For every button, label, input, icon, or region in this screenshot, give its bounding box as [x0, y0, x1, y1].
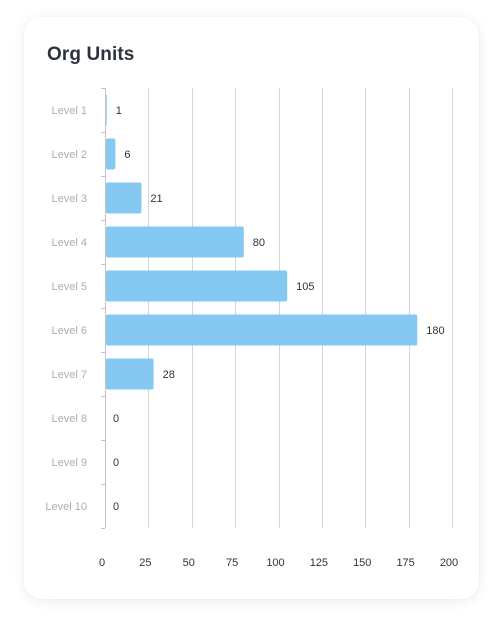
chart-title: Org Units	[47, 44, 135, 65]
bar[interactable]	[106, 358, 154, 390]
data-label: 1	[116, 105, 122, 117]
x-tick-label: 100	[266, 557, 284, 569]
data-label: 28	[163, 369, 175, 381]
data-label: 6	[124, 149, 130, 161]
bar[interactable]	[106, 138, 116, 170]
data-label: 105	[296, 281, 314, 293]
x-tick-label: 125	[310, 557, 328, 569]
x-tick-label: 150	[353, 557, 371, 569]
grid-lines	[148, 88, 453, 528]
x-tick-label: 25	[139, 557, 151, 569]
data-label: 21	[150, 193, 162, 205]
chart-card: Org Units	[24, 17, 479, 599]
bar[interactable]	[106, 94, 107, 126]
category-label: Level 6	[52, 325, 87, 337]
data-label: 0	[113, 457, 119, 469]
category-label: Level 9	[52, 457, 87, 469]
category-labels: Level 1 Level 2 Level 3 Level 4 Level 5 Level…	[45, 105, 87, 513]
bars	[106, 94, 418, 390]
category-label: Level 3	[52, 193, 87, 205]
data-label: 0	[113, 413, 119, 425]
data-label: 80	[253, 237, 265, 249]
data-label: 0	[113, 501, 119, 513]
x-tick-label: 50	[183, 557, 195, 569]
x-tick-label: 0	[99, 557, 105, 569]
category-label: Level 10	[45, 501, 87, 513]
category-label: Level 2	[52, 149, 87, 161]
value-labels: 1 6 21 80 105 180 28 0 0 0	[113, 105, 445, 513]
category-label: Level 7	[52, 369, 87, 381]
category-label: Level 1	[52, 105, 87, 117]
x-tick-labels: 0 25 50 75 100 125 150 175 200	[99, 557, 458, 569]
y-axis	[101, 88, 106, 529]
category-label: Level 8	[52, 413, 87, 425]
category-label: Level 5	[52, 281, 87, 293]
category-label: Level 4	[52, 237, 87, 249]
bar[interactable]	[106, 182, 142, 214]
x-tick-label: 200	[440, 557, 458, 569]
x-tick-label: 175	[396, 557, 414, 569]
bar[interactable]	[106, 226, 244, 258]
x-tick-label: 75	[226, 557, 238, 569]
bar[interactable]	[106, 270, 288, 302]
data-label: 180	[426, 325, 444, 337]
bar[interactable]	[106, 314, 418, 346]
